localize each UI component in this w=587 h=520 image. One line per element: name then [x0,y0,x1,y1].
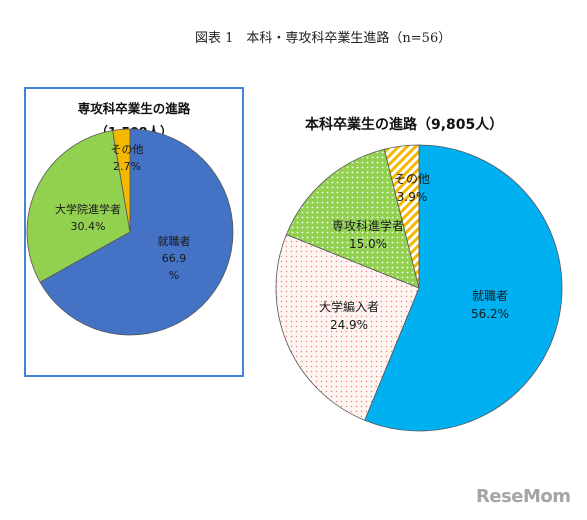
slice-label-1: 就職者 56.2% [471,289,509,321]
pie-slice-2 [26,130,131,283]
pie-slice-3 [112,128,131,233]
slice-label-2: 大学院進学者 30.4% [55,202,121,233]
pie-slice-1 [364,144,563,432]
figure-title: 図表 1 本科・専攻科卒業生進路（n=56） [195,31,452,46]
slice-label-4: その他 3.9% [394,172,430,204]
slice-label-2: 大学編入者 24.9% [319,299,379,332]
pie-slice-1 [39,128,234,336]
left-chart-title: 専攻科卒業生の進路 [77,101,191,116]
slice-label-3: その他 2.7% [111,143,144,173]
resemom-logo: ReseMom [476,486,571,507]
slice-label-1: 就職者 66.9% [158,234,191,282]
pie-slice-4 [383,144,420,289]
pie-slice-2 [275,234,420,421]
right-chart-title: 本科卒業生の進路（9,805人） [305,117,504,133]
pie-slice-3 [285,148,420,289]
slice-label-3: 専攻科進学者 15.0% [332,218,404,251]
